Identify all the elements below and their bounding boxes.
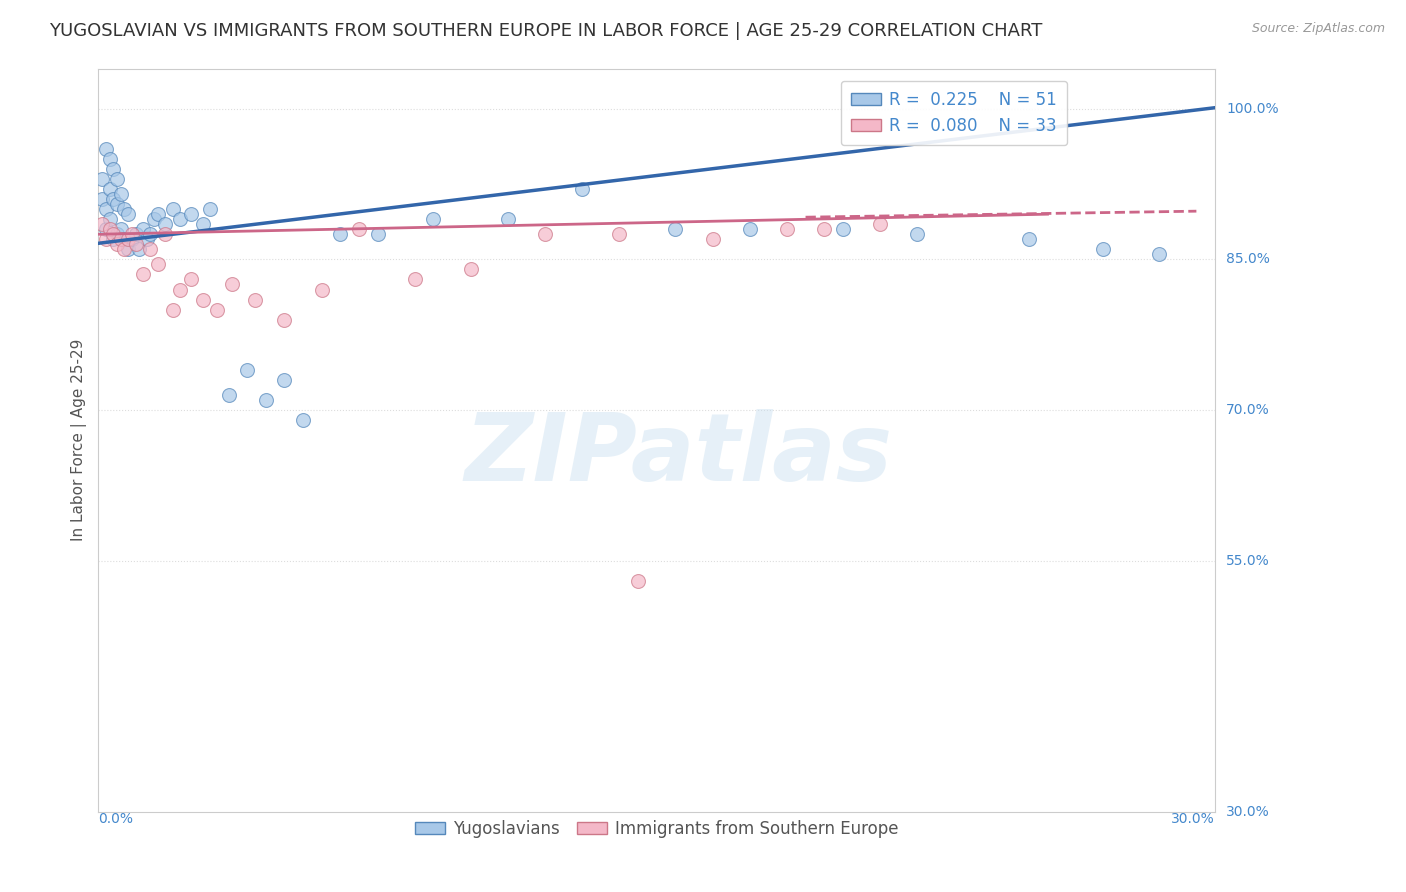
Point bbox=[905, 227, 928, 242]
Point bbox=[329, 227, 352, 242]
Legend: Yugoslavians, Immigrants from Southern Europe: Yugoslavians, Immigrants from Southern E… bbox=[408, 814, 905, 845]
Point bbox=[831, 222, 853, 236]
Point bbox=[155, 217, 177, 231]
Point bbox=[94, 202, 117, 216]
Point bbox=[292, 413, 315, 427]
Point bbox=[162, 202, 184, 216]
Point bbox=[180, 272, 202, 286]
Point bbox=[103, 232, 125, 246]
Point bbox=[169, 212, 191, 227]
Point bbox=[155, 227, 177, 242]
Point bbox=[347, 222, 370, 236]
Text: Source: ZipAtlas.com: Source: ZipAtlas.com bbox=[1251, 22, 1385, 36]
Point bbox=[112, 202, 135, 216]
Point bbox=[191, 217, 214, 231]
Text: 100.0%: 100.0% bbox=[1226, 102, 1279, 116]
Text: YUGOSLAVIAN VS IMMIGRANTS FROM SOUTHERN EUROPE IN LABOR FORCE | AGE 25-29 CORREL: YUGOSLAVIAN VS IMMIGRANTS FROM SOUTHERN … bbox=[49, 22, 1043, 40]
Point bbox=[94, 142, 117, 156]
Point bbox=[404, 272, 426, 286]
Point bbox=[460, 262, 482, 277]
Point bbox=[869, 217, 891, 231]
Point bbox=[139, 243, 162, 257]
Point bbox=[273, 373, 295, 387]
Text: 70.0%: 70.0% bbox=[1226, 403, 1270, 417]
Point bbox=[110, 232, 132, 246]
Point bbox=[91, 172, 114, 186]
Point bbox=[128, 243, 150, 257]
Point bbox=[121, 232, 143, 246]
Point bbox=[103, 192, 125, 206]
Point bbox=[664, 222, 686, 236]
Point bbox=[146, 257, 169, 271]
Point bbox=[112, 232, 135, 246]
Point bbox=[117, 232, 139, 246]
Point bbox=[273, 312, 295, 326]
Point bbox=[813, 222, 835, 236]
Point bbox=[105, 227, 128, 242]
Point bbox=[98, 152, 121, 166]
Point bbox=[627, 574, 650, 588]
Point bbox=[367, 227, 389, 242]
Point bbox=[98, 182, 121, 196]
Point bbox=[207, 302, 229, 317]
Point bbox=[94, 222, 117, 236]
Text: 55.0%: 55.0% bbox=[1226, 554, 1270, 567]
Point bbox=[91, 192, 114, 206]
Point bbox=[124, 227, 146, 242]
Point bbox=[132, 222, 155, 236]
Point bbox=[496, 212, 519, 227]
Point bbox=[110, 187, 132, 202]
Point bbox=[103, 227, 125, 242]
Point bbox=[162, 302, 184, 317]
Point bbox=[738, 222, 761, 236]
Point bbox=[776, 222, 799, 236]
Point bbox=[180, 207, 202, 221]
Point bbox=[94, 232, 117, 246]
Point bbox=[146, 207, 169, 221]
Point bbox=[609, 227, 631, 242]
Point bbox=[98, 222, 121, 236]
Point bbox=[143, 212, 166, 227]
Point bbox=[218, 388, 240, 402]
Point bbox=[105, 172, 128, 186]
Point bbox=[169, 283, 191, 297]
Point bbox=[135, 232, 157, 246]
Point bbox=[139, 227, 162, 242]
Point bbox=[1092, 243, 1115, 257]
Point bbox=[1018, 232, 1040, 246]
Point bbox=[534, 227, 557, 242]
Point bbox=[112, 243, 135, 257]
Point bbox=[254, 392, 277, 407]
Text: ZIPatlas: ZIPatlas bbox=[465, 409, 893, 501]
Point bbox=[571, 182, 593, 196]
Text: 0.0%: 0.0% bbox=[98, 812, 134, 826]
Point bbox=[117, 207, 139, 221]
Point bbox=[1147, 247, 1170, 261]
Point bbox=[191, 293, 214, 307]
Point bbox=[110, 222, 132, 236]
Point bbox=[105, 237, 128, 252]
Y-axis label: In Labor Force | Age 25-29: In Labor Force | Age 25-29 bbox=[72, 339, 87, 541]
Point bbox=[702, 232, 724, 246]
Text: 85.0%: 85.0% bbox=[1226, 252, 1270, 267]
Point bbox=[236, 363, 259, 377]
Point bbox=[105, 197, 128, 211]
Point bbox=[198, 202, 221, 216]
Point bbox=[132, 268, 155, 282]
Text: 30.0%: 30.0% bbox=[1171, 812, 1215, 826]
Text: 30.0%: 30.0% bbox=[1226, 805, 1270, 819]
Point bbox=[422, 212, 444, 227]
Point bbox=[91, 217, 114, 231]
Point bbox=[124, 237, 146, 252]
Point bbox=[103, 161, 125, 176]
Point bbox=[243, 293, 266, 307]
Point bbox=[117, 243, 139, 257]
Point bbox=[311, 283, 333, 297]
Point bbox=[98, 212, 121, 227]
Point bbox=[121, 227, 143, 242]
Point bbox=[221, 277, 243, 292]
